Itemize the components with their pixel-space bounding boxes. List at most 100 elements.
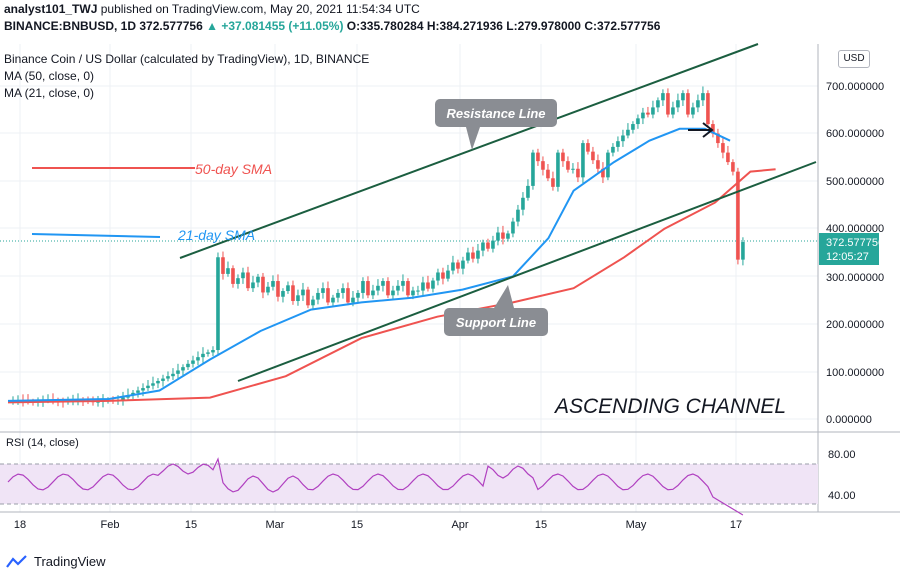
candle-body xyxy=(521,197,525,210)
candle-body xyxy=(621,135,625,142)
candle-body xyxy=(681,93,685,101)
candle-body xyxy=(661,93,665,101)
rsi-tick: 40.00 xyxy=(828,490,856,502)
candle-body xyxy=(601,168,605,178)
candle-body xyxy=(551,178,555,187)
candle-body xyxy=(321,288,325,293)
rsi-tick: 80.00 xyxy=(828,449,856,461)
time-tick: Apr xyxy=(451,519,468,531)
candle-body xyxy=(216,257,220,351)
ohlc-values: O:335.780284 H:384.271936 L:279.978000 C… xyxy=(346,19,661,33)
candle-body xyxy=(296,295,300,302)
support-callout-label: Support Line xyxy=(456,315,536,330)
candle-body xyxy=(311,299,315,306)
legend-ma50[interactable]: MA (50, close, 0) xyxy=(4,69,95,83)
candle-body xyxy=(276,281,280,297)
candle-body xyxy=(486,242,490,249)
candle-body xyxy=(726,152,730,163)
candle-body xyxy=(176,370,180,374)
price-tick: 400.000000 xyxy=(826,223,884,235)
candle-body xyxy=(366,281,370,296)
candle-body xyxy=(701,93,705,101)
candle-body xyxy=(581,143,585,178)
candle-body xyxy=(386,281,390,296)
candle-body xyxy=(291,285,295,302)
candle-body xyxy=(271,281,275,287)
candle-body xyxy=(416,290,420,292)
candle-body xyxy=(501,232,505,239)
candle-body xyxy=(411,290,415,296)
candle-body xyxy=(511,221,515,234)
candle-body xyxy=(531,152,535,186)
candle-body xyxy=(231,268,235,284)
candle-body xyxy=(741,242,745,260)
ma21-line xyxy=(7,127,731,402)
sma21-annotation: 21-day SMA xyxy=(177,227,255,243)
support-trendline[interactable] xyxy=(237,161,817,382)
tradingview-footer[interactable]: TradingView xyxy=(6,554,106,569)
time-tick: 15 xyxy=(535,519,547,531)
candle-body xyxy=(166,376,170,379)
candle-body xyxy=(346,288,350,303)
candle-body xyxy=(636,118,640,125)
legend-ma21[interactable]: MA (21, close, 0) xyxy=(4,86,95,100)
candle-body xyxy=(401,281,405,286)
candle-body xyxy=(136,390,140,393)
candle-body xyxy=(121,397,125,400)
support-callout: Support Line xyxy=(444,285,548,336)
candle-body xyxy=(641,112,645,119)
candle-body xyxy=(721,143,725,153)
candle-body xyxy=(246,272,250,289)
candle-body xyxy=(656,100,660,108)
candle-body xyxy=(436,272,440,281)
time-tick: 15 xyxy=(351,519,363,531)
candle-body xyxy=(421,282,425,291)
arrow-icon xyxy=(688,122,714,138)
candle-body xyxy=(591,151,595,161)
grid xyxy=(0,44,818,512)
candle-body xyxy=(221,257,225,274)
candle-body xyxy=(241,272,245,279)
candle-body xyxy=(586,143,590,152)
candle-body xyxy=(731,162,735,172)
candle-body xyxy=(646,112,650,115)
candle-body xyxy=(191,360,195,364)
brand-name: TradingView xyxy=(34,554,106,569)
tradingview-logo-icon xyxy=(6,554,27,568)
sma50-annotation: 50-day SMA xyxy=(195,161,272,177)
candle-body xyxy=(471,252,475,259)
candle-body xyxy=(371,290,375,296)
candle-body xyxy=(381,281,385,286)
price-tick: 600.000000 xyxy=(826,128,884,140)
candle-body xyxy=(481,242,485,251)
candle-body xyxy=(616,141,620,147)
last-price: 372.577756 xyxy=(139,19,203,33)
candle-body xyxy=(696,100,700,108)
candle-body xyxy=(226,268,230,274)
candle-body xyxy=(141,388,145,391)
time-tick: Mar xyxy=(266,519,285,531)
last-price-tag: 372.577756 12:05:27 xyxy=(819,233,884,265)
candle-body xyxy=(716,133,720,144)
symbol-name: BINANCE:BNBUSD, 1D xyxy=(4,19,137,33)
candle-body xyxy=(156,380,160,384)
resistance-trendline[interactable] xyxy=(179,43,759,259)
candle-body xyxy=(186,363,190,368)
candle-body xyxy=(286,285,290,292)
candle-body xyxy=(306,289,310,306)
candle-body xyxy=(391,290,395,296)
candle-body xyxy=(361,281,365,293)
candle-body xyxy=(196,357,200,361)
candle-body xyxy=(151,383,155,386)
author-name[interactable]: analyst101_TWJ xyxy=(4,2,98,16)
rsi-line xyxy=(7,457,744,516)
candle-body xyxy=(611,146,615,153)
candle-body xyxy=(676,100,680,108)
candle-body xyxy=(326,288,330,303)
publish-info: published on TradingView.com, May 20, 20… xyxy=(100,2,420,16)
candle-body xyxy=(536,152,540,162)
candle-body xyxy=(341,288,345,293)
currency-badge[interactable]: USD xyxy=(838,50,870,68)
candle-body xyxy=(316,292,320,300)
